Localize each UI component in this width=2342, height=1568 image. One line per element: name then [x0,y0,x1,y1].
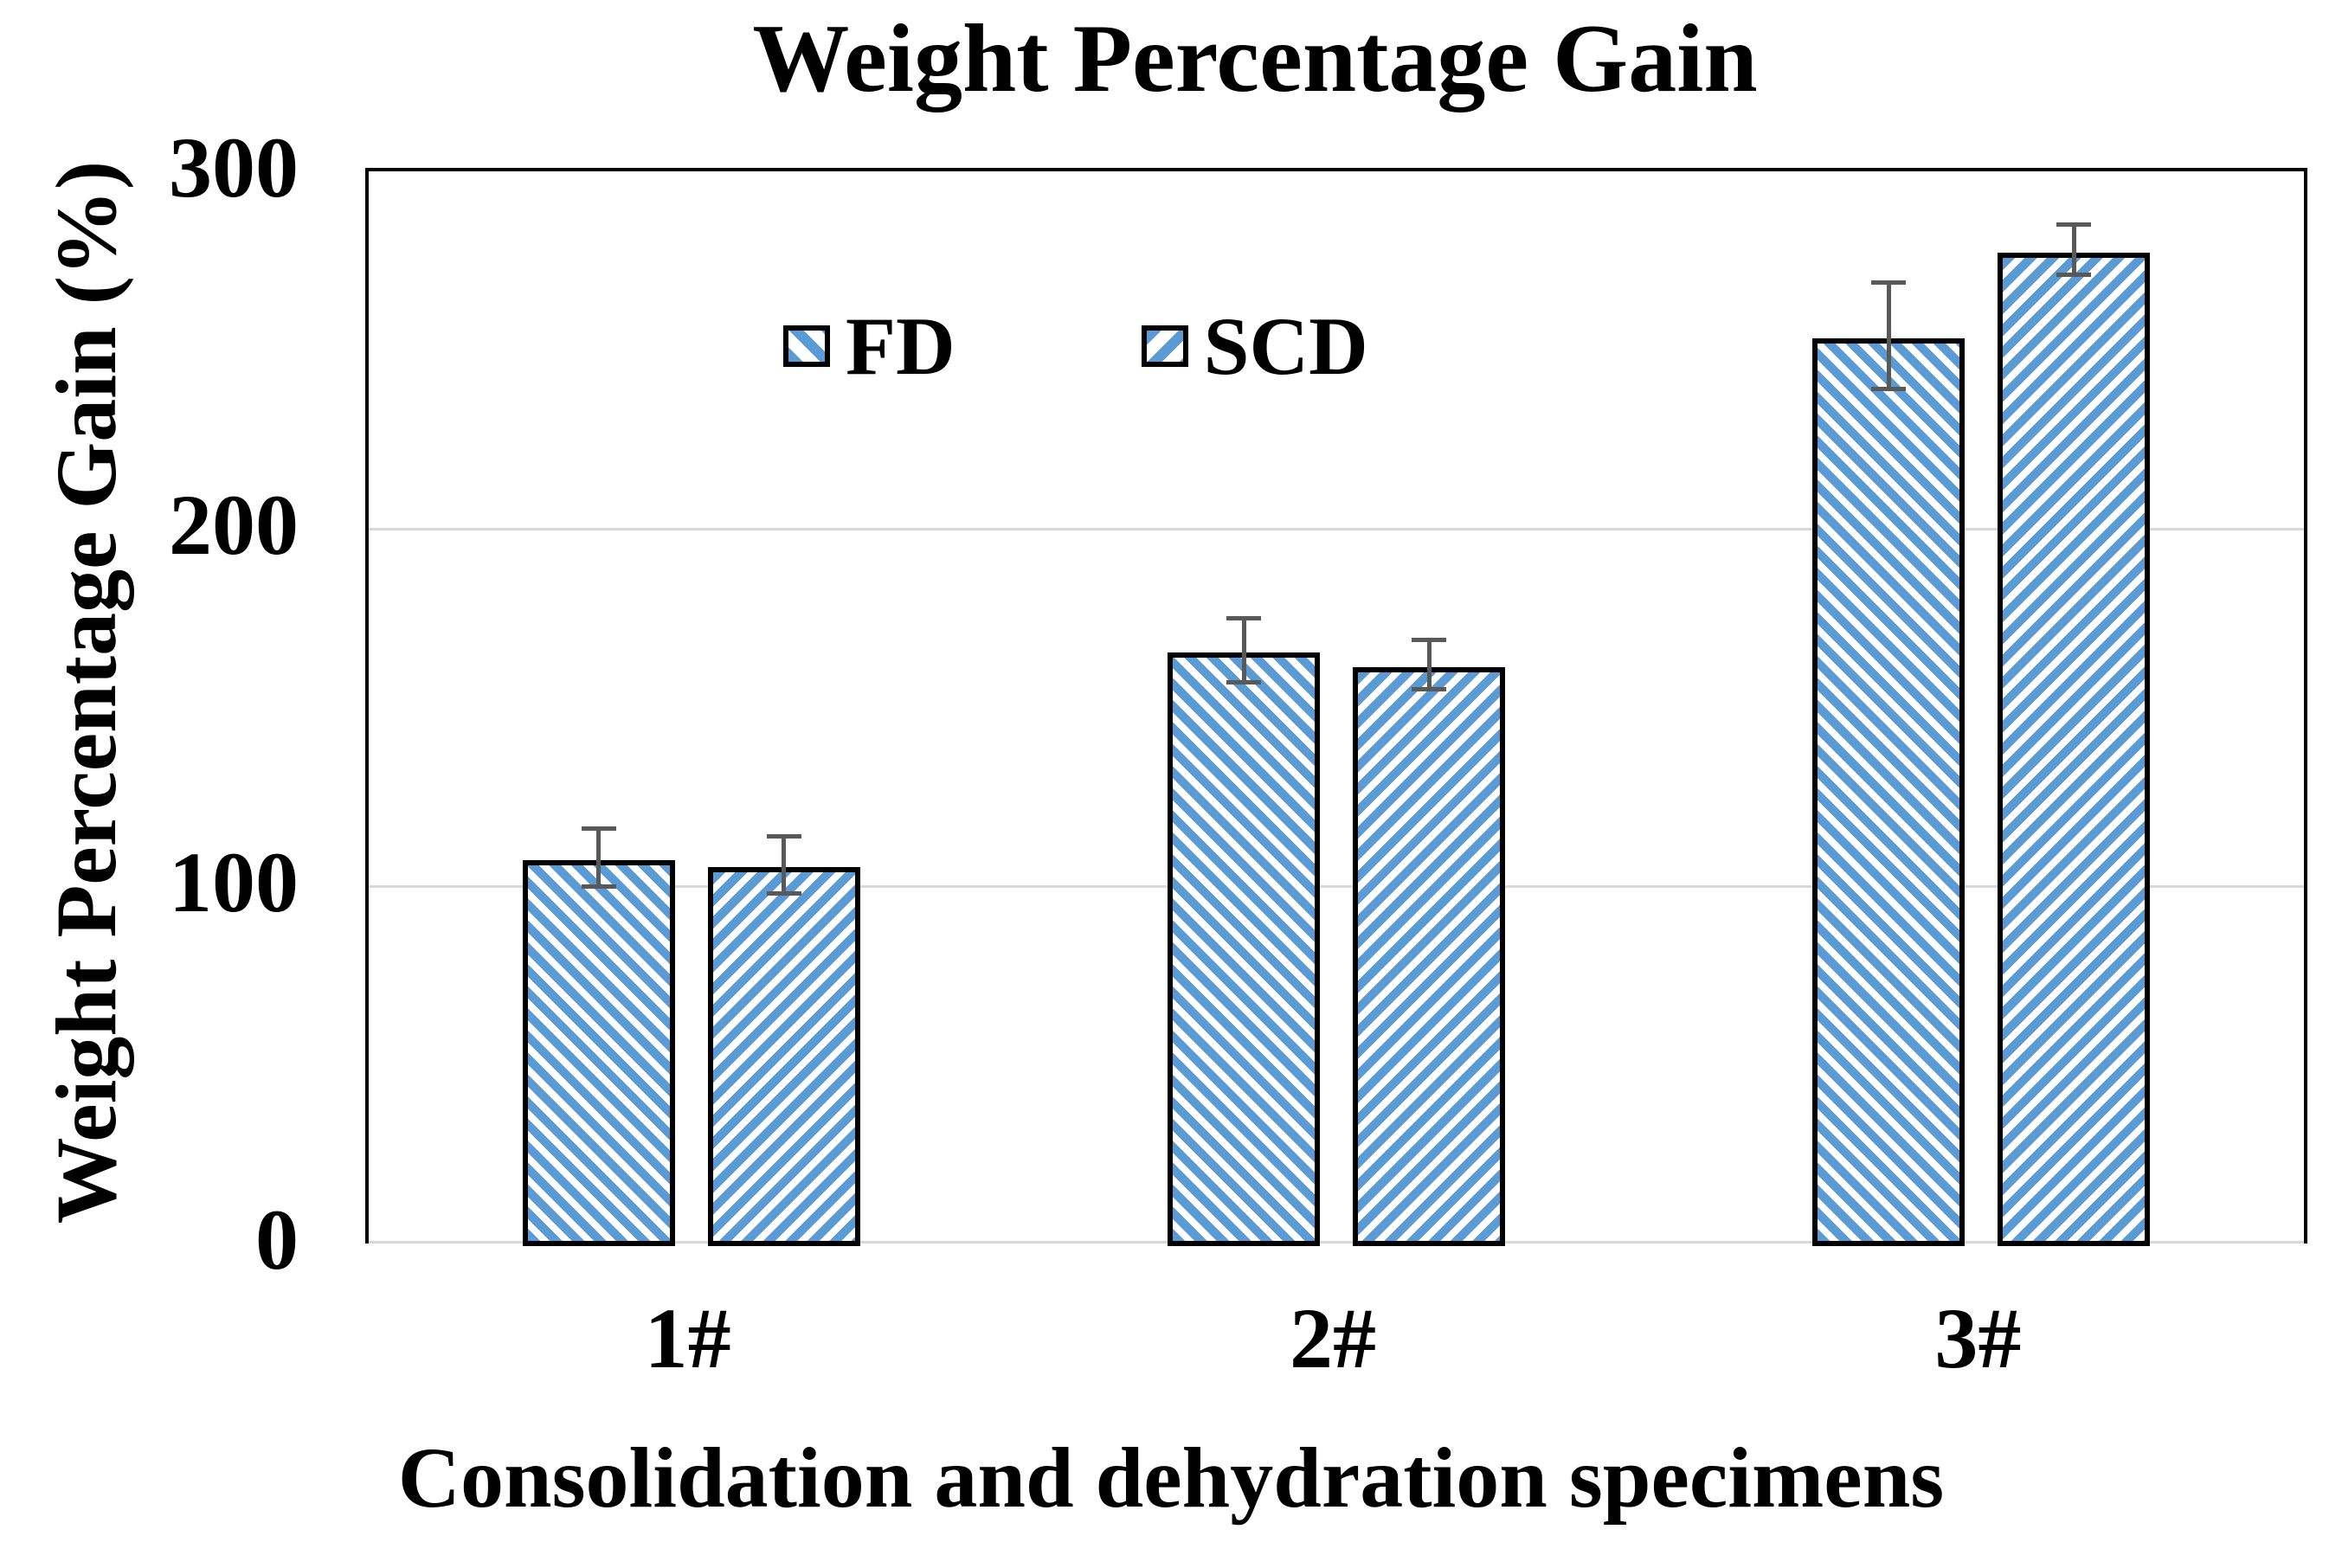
bar-scd-1 [707,867,860,1246]
legend-swatch-scd-hatch-icon [1141,325,1188,367]
x-tick-label-3: 3# [1934,1290,2022,1386]
bar-scd-3 [1998,253,2151,1246]
x-axis-line [369,1241,2304,1243]
error-bar-scd-1 [782,836,787,894]
bar-fd-1 [522,860,675,1246]
legend-item-fd: FD [783,303,955,389]
x-axis-title: Consolidation and dehydration specimens [397,1430,1945,1526]
gridline-100 [369,885,2304,888]
error-bar-lower-cap-scd-3 [2056,273,2092,278]
error-bar-upper-cap-scd-2 [1412,637,1446,642]
error-bar-scd-3 [2071,224,2076,275]
y-tick-label-100: 100 [169,834,299,930]
gridline-200 [369,528,2304,530]
error-bar-upper-cap-fd-2 [1226,615,1261,620]
bar-fd-3 [1812,338,1966,1246]
y-tick-label-200: 200 [169,477,299,573]
error-bar-lower-cap-fd-1 [581,884,616,889]
error-bar-upper-cap-scd-3 [2056,222,2092,228]
error-bar-scd-2 [1426,639,1432,690]
legend-swatch-fd-hatch-icon [783,325,830,367]
error-bar-fd-1 [596,828,602,886]
error-bar-fd-2 [1241,618,1246,683]
chart-title: Weight Percentage Gain [752,5,1758,112]
bar-fd-2 [1168,652,1320,1246]
error-bar-lower-cap-fd-2 [1226,680,1261,685]
legend-label-scd: SCD [1203,300,1368,392]
bar-scd-2 [1353,667,1505,1246]
legend-label-fd: FD [846,300,955,392]
error-bar-upper-cap-fd-1 [581,826,616,832]
error-bar-upper-cap-fd-3 [1871,280,1907,285]
x-tick-label-1: 1# [644,1290,731,1386]
x-tick-label-2: 2# [1290,1290,1376,1386]
error-bar-lower-cap-scd-1 [766,890,801,896]
legend: FD SCD [783,303,1368,389]
legend-item-scd: SCD [1141,300,1368,392]
y-tick-label-0: 0 [255,1192,299,1288]
error-bar-upper-cap-scd-1 [766,833,801,839]
plot-area [365,168,2307,1246]
error-bar-lower-cap-scd-2 [1412,687,1446,692]
y-tick-label-300: 300 [169,119,299,215]
y-axis-title: Weight Percentage Gain (%) [38,160,134,1224]
error-bar-lower-cap-fd-3 [1871,387,1907,392]
error-bar-fd-3 [1886,282,1891,389]
